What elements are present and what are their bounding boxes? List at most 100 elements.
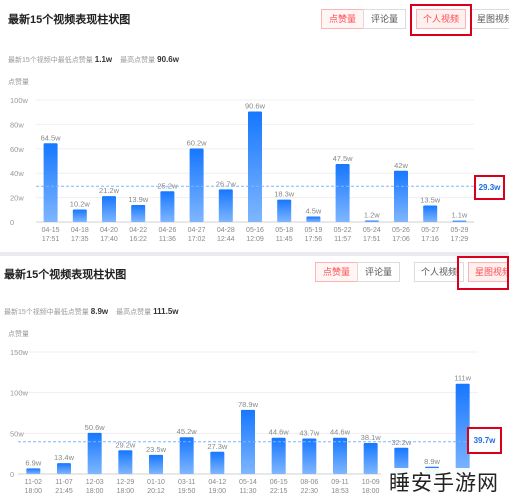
chart-svg: 点赞量 0 20w 40w 60w 80w 100w 64.5w 04-15 17:51 10.2w… [8, 77, 476, 243]
x-tick-label: 01-10 20:12 [147, 479, 165, 495]
panel-header: 最新15个视频表现柱状图 点赞量 评论量 个人视频 星图视频 [0, 0, 509, 36]
bar-value-label: 64.5w [41, 133, 62, 142]
bar[interactable] [452, 220, 467, 222]
bar-value-label: 13.5w [420, 196, 441, 205]
bar[interactable] [57, 463, 71, 474]
bar[interactable] [72, 209, 87, 222]
bar[interactable] [160, 191, 175, 222]
tab-personal-video[interactable]: 个人视频 [416, 9, 467, 29]
bar-value-label: 29.2w [115, 440, 136, 449]
bar[interactable] [26, 468, 41, 474]
x-tick-label: 05-26 17:06 [392, 227, 410, 243]
bar[interactable] [306, 216, 321, 222]
min-likes-value: 1.1w [94, 55, 113, 64]
comments-toggle-button[interactable]: 评论量 [357, 262, 401, 282]
bar[interactable] [179, 437, 194, 474]
bar[interactable] [218, 189, 233, 222]
bar[interactable] [87, 432, 102, 474]
x-tick-label: 12-03 18:00 [86, 479, 104, 495]
x-tick-label: 08-06 22:30 [300, 479, 318, 495]
x-tick-label: 04-15 17:51 [42, 227, 60, 243]
bar[interactable] [271, 437, 286, 474]
average-value-box: 29.3w [474, 175, 505, 200]
bar-value-label: 44.6w [330, 428, 351, 437]
x-tick-label: 04-12 19:00 [208, 479, 226, 495]
bar-value-label: 60.2w [187, 139, 208, 148]
panel-header: 最新15个视频表现柱状图 点赞量 评论量 个人视频 星图视频 [0, 256, 509, 290]
bar[interactable] [394, 170, 408, 222]
y-tick-label: 50w [10, 429, 24, 438]
likes-toggle-button[interactable]: 点赞量 [321, 9, 365, 29]
x-tick-label: 05-16 12:09 [246, 227, 264, 243]
metric-toggle: 点赞量 评论量 [321, 9, 407, 29]
bar-value-label: 21.2w [99, 186, 120, 195]
x-tick-label: 09-11 18:53 [331, 479, 349, 495]
bar[interactable] [43, 143, 58, 222]
bar-value-label: 1.2w [364, 211, 380, 220]
x-tick-label: 04-27 17:02 [188, 227, 206, 243]
bar[interactable] [364, 220, 379, 222]
comments-toggle-button[interactable]: 评论量 [363, 9, 407, 29]
y-axis-title: 点赞量 [8, 329, 29, 338]
x-tick-label: 12-29 18:00 [116, 479, 134, 495]
bar[interactable] [277, 199, 292, 222]
tab-star-video[interactable]: 星图视频 [468, 262, 509, 282]
bar-value-label: 43.7w [299, 428, 320, 437]
bar[interactable] [189, 148, 204, 222]
x-tick-label: 11-02 18:00 [25, 479, 43, 495]
max-likes-label: 最高点赞量 [116, 309, 152, 316]
bar[interactable] [102, 196, 116, 222]
bar[interactable] [335, 164, 350, 222]
stats-summary: 最新15个视频中最低点赞量 1.1w 最高点赞量 90.6w [8, 55, 183, 65]
bar[interactable] [118, 450, 133, 474]
min-likes-value: 8.9w [90, 307, 109, 316]
bar[interactable] [302, 438, 317, 474]
watermark-logo: 睡安手游网 [381, 468, 507, 498]
bar-value-label: 42w [394, 161, 408, 170]
bar-value-label: 50.6w [85, 423, 106, 432]
bar-value-label: 78.9w [238, 400, 259, 409]
x-tick-label: 11-07 21:45 [55, 479, 73, 495]
bar-value-label: 38.1w [361, 433, 382, 442]
bar-value-label: 111w [454, 374, 471, 383]
video-type-tabs: 个人视频 星图视频 [414, 262, 509, 282]
bar-value-label: 44.6w [269, 428, 290, 437]
x-tick-label: 05-24 17:51 [363, 227, 381, 243]
bar[interactable] [363, 443, 378, 474]
bar[interactable] [423, 205, 438, 222]
likes-toggle-button[interactable]: 点赞量 [315, 262, 359, 282]
y-tick-label: 80w [10, 120, 24, 129]
max-likes-value: 111.5w [153, 307, 179, 316]
video-type-tabs: 个人视频 星图视频 [416, 9, 509, 29]
x-tick-label: 05-22 11:57 [334, 227, 352, 243]
bar[interactable] [455, 383, 470, 474]
x-tick-label: 10-09 18:00 [362, 479, 380, 495]
bar-value-label: 13.9w [128, 195, 149, 204]
bar-value-label: 23.5w [146, 445, 167, 454]
y-axis-title: 点赞量 [8, 77, 29, 86]
bar[interactable] [210, 451, 225, 474]
y-tick-label: 20w [10, 194, 24, 203]
min-likes-label: 最新15个视频中最低点赞量 [8, 57, 93, 64]
bar-value-label: 26.7w [216, 179, 237, 188]
y-tick-label: 100w [10, 96, 29, 105]
bar[interactable] [394, 447, 409, 474]
x-tick-label: 05-18 11:45 [275, 227, 293, 243]
y-tick-label: 0 [10, 218, 14, 227]
tab-personal-video[interactable]: 个人视频 [414, 262, 465, 282]
average-value-box: 39.7w [467, 427, 502, 454]
x-tick-label: 04-18 17:35 [71, 227, 89, 243]
x-tick-label: 04-28 12:44 [217, 227, 235, 243]
bar[interactable] [131, 205, 146, 222]
bar-chart-personal: 点赞量 0 20w 40w 60w 80w 100w 64.5w 04-15 17:51 10.2w… [0, 72, 509, 252]
bar[interactable] [149, 454, 163, 474]
bar-value-label: 4.5w [305, 207, 321, 216]
panel-title: 最新15个视频表现柱状图 [4, 269, 127, 281]
max-likes-label: 最高点赞量 [120, 57, 156, 64]
y-tick-label: 60w [10, 145, 24, 154]
bar[interactable] [333, 437, 347, 474]
bar[interactable] [248, 111, 262, 222]
bar-value-label: 13.4w [54, 453, 75, 462]
x-tick-label: 05-27 17:16 [421, 227, 439, 243]
tab-star-video[interactable]: 星图视频 [470, 9, 509, 29]
